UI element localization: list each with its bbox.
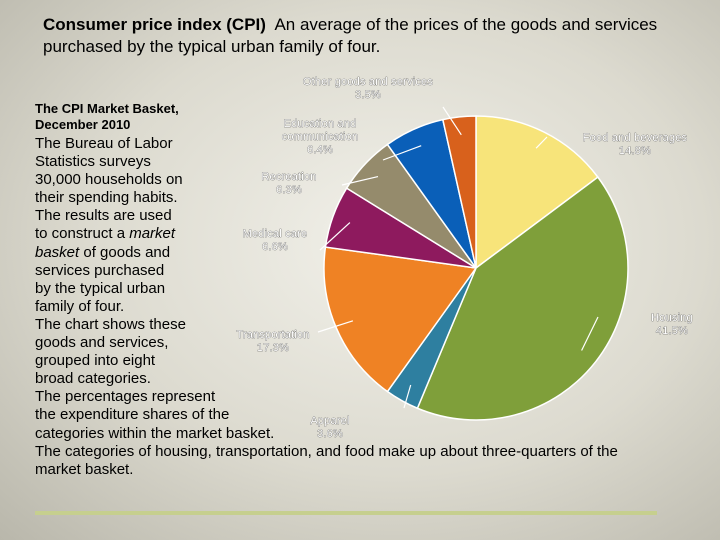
- heading-term: Consumer price index (CPI): [43, 15, 266, 34]
- slice-name-transportation: Transportation: [236, 329, 309, 341]
- text-line: grouped into eight: [35, 352, 156, 370]
- leader-line-transportation: [317, 320, 354, 333]
- slice-value-housing: 41.5%: [656, 325, 688, 337]
- text-span: to construct a: [35, 225, 130, 243]
- text-line: to construct a market: [35, 225, 705, 243]
- leader-line-other: [442, 106, 462, 136]
- slice-value-medical: 6.6%: [262, 241, 288, 253]
- leader-line-medical: [319, 222, 351, 251]
- text-line: Statistics surveys: [35, 153, 151, 171]
- pie-slice-other: [441, 115, 477, 269]
- slice-name-education: communication: [282, 131, 359, 143]
- leader-line-recreation: [341, 176, 379, 186]
- text-line: basket of goods and: [35, 244, 705, 262]
- bottom-divider: [35, 511, 657, 515]
- slice-name-medical: Medical care: [243, 228, 308, 240]
- slice-name-housing: Housing: [651, 312, 693, 324]
- slice-value-recreation: 6.3%: [276, 184, 302, 196]
- slice-name-food: Food and beverages: [583, 132, 688, 144]
- slice-name-other: Other goods and services: [303, 76, 433, 88]
- slice-name-education: Education and: [284, 118, 357, 130]
- text-line: family of four.: [35, 297, 125, 315]
- slice-name-recreation: Recreation: [261, 171, 316, 183]
- pie-slice-transportation: [323, 246, 478, 393]
- text-line: The percentages represent: [35, 388, 216, 406]
- leader-line-food: [535, 136, 548, 149]
- text-emphasis: basket: [35, 243, 80, 261]
- description-text: The CPI Market Basket, December 2010 The…: [35, 101, 705, 479]
- chart-subtitle: The CPI Market Basket, December 2010: [35, 101, 705, 133]
- heading-definition: An average of the prices of the goods an…: [43, 15, 658, 56]
- text-line: broad categories.: [35, 370, 151, 388]
- slice-value-apparel: 3.6%: [317, 428, 343, 440]
- slice-name-apparel: Apparel: [310, 415, 349, 427]
- chart-subtitle-line-2: December 2010: [35, 117, 131, 132]
- text-line: The chart shows these: [35, 315, 186, 333]
- text-line: categories within the market basket.: [35, 424, 275, 442]
- text-line: services purchased: [35, 261, 165, 279]
- text-line: goods and services,: [35, 334, 169, 352]
- leader-line-housing: [581, 316, 599, 351]
- text-line: 30,000 households on: [35, 171, 183, 189]
- chart-subtitle-line-1: The CPI Market Basket,: [35, 101, 179, 116]
- pie-slice-food: [475, 115, 599, 270]
- slice-value-transportation: 17.3%: [257, 342, 289, 354]
- page-heading: Consumer price index (CPI) An average of…: [43, 14, 693, 58]
- text-emphasis: market: [129, 225, 176, 243]
- text-span: of goods and: [79, 243, 171, 261]
- slice-value-food: 14.8%: [619, 145, 651, 157]
- text-line: market basket.: [35, 460, 134, 478]
- text-line: The results are used: [35, 207, 172, 225]
- text-line: their spending habits.: [35, 189, 178, 207]
- text-line: The categories of housing, transportatio…: [35, 442, 618, 460]
- text-line: by the typical urban: [35, 279, 166, 297]
- text-line: the expenditure shares of the: [35, 406, 230, 424]
- slice-value-education: 6.4%: [307, 144, 333, 156]
- text-line: The Bureau of Labor: [35, 135, 173, 152]
- pie-slice-housing: [416, 176, 629, 421]
- leader-line-apparel: [403, 384, 412, 409]
- slice-value-other: 3.5%: [355, 89, 381, 101]
- leader-line-education: [382, 145, 422, 161]
